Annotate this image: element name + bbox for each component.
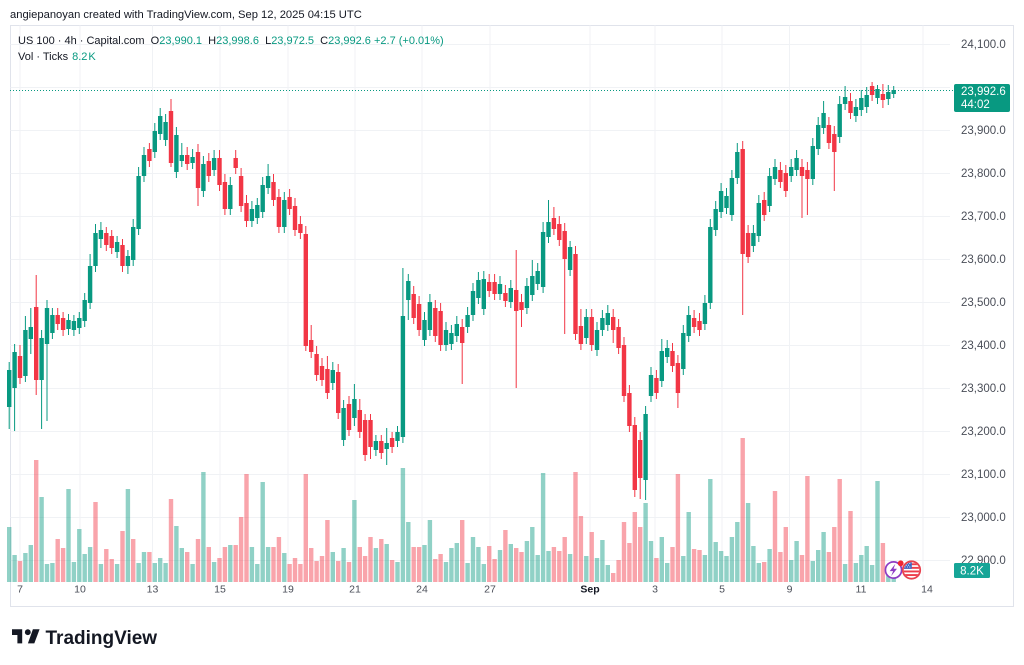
svg-text:23,100.0: 23,100.0 xyxy=(961,469,1006,481)
svg-text:24,100.0: 24,100.0 xyxy=(961,39,1006,51)
svg-text:9: 9 xyxy=(787,584,793,596)
svg-text:23,992.6: 23,992.6 xyxy=(961,86,1006,98)
svg-text:24: 24 xyxy=(416,584,428,596)
svg-text:US 100 · 4h · Capital.com O23: US 100 · 4h · Capital.com O23,990.1 H23,… xyxy=(18,35,444,47)
svg-text:23,200.0: 23,200.0 xyxy=(961,426,1006,438)
svg-text:23,500.0: 23,500.0 xyxy=(961,297,1006,309)
svg-text:TradingView: TradingView xyxy=(46,628,158,649)
svg-text:21: 21 xyxy=(349,584,361,596)
svg-text:8.2K: 8.2K xyxy=(960,566,984,578)
svg-text:10: 10 xyxy=(74,584,86,596)
svg-text:7: 7 xyxy=(17,584,23,596)
svg-text:13: 13 xyxy=(147,584,159,596)
svg-text:23,900.0: 23,900.0 xyxy=(961,125,1006,137)
svg-text:angiepanoyan created with Trad: angiepanoyan created with TradingView.co… xyxy=(10,9,362,21)
svg-text:23,400.0: 23,400.0 xyxy=(961,340,1006,352)
svg-text:11: 11 xyxy=(856,584,867,596)
svg-text:23,300.0: 23,300.0 xyxy=(961,383,1006,395)
svg-text:44:02: 44:02 xyxy=(961,99,990,111)
svg-text:15: 15 xyxy=(214,584,226,596)
svg-text:Sep: Sep xyxy=(580,584,599,596)
svg-text:23,700.0: 23,700.0 xyxy=(961,211,1006,223)
svg-text:19: 19 xyxy=(282,584,294,596)
svg-text:23,800.0: 23,800.0 xyxy=(961,168,1006,180)
svg-text:14: 14 xyxy=(921,584,933,596)
svg-text:3: 3 xyxy=(652,584,658,596)
svg-text:23,000.0: 23,000.0 xyxy=(961,512,1006,524)
svg-text:Vol · Ticks 8.2 K: Vol · Ticks 8.2 K xyxy=(18,51,96,63)
svg-text:5: 5 xyxy=(719,584,725,596)
svg-text:23,600.0: 23,600.0 xyxy=(961,254,1006,266)
svg-text:27: 27 xyxy=(484,584,496,596)
